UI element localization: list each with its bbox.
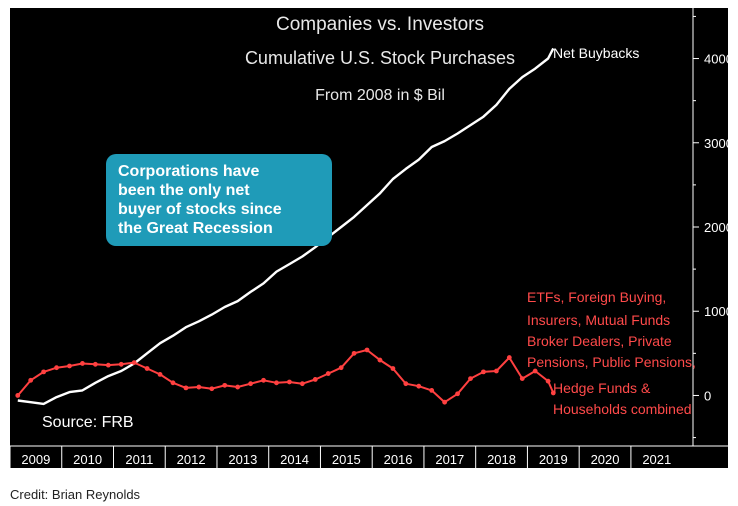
chart-frame: Companies vs. Investors Cumulative U.S. …: [10, 8, 728, 468]
series-line-investors: [17, 349, 555, 404]
x-tick-label: 2018: [487, 452, 516, 467]
series-label-investors: ETFs, Foreign Buying, Insurers, Mutual F…: [527, 289, 696, 417]
data-point: [131, 360, 137, 366]
data-point: [364, 347, 370, 353]
data-point: [209, 386, 215, 392]
data-point: [429, 388, 435, 393]
series-group: [15, 47, 556, 406]
x-tick-label: 2016: [384, 452, 413, 467]
x-tick-label: 2011: [125, 452, 153, 467]
series-label-net-buybacks: Net Buybacks: [553, 45, 639, 61]
data-point: [222, 382, 228, 388]
data-point: [325, 371, 331, 376]
investors-label-line-4: Pensions, Public Pensions,: [527, 354, 696, 370]
data-point: [299, 381, 305, 387]
chart-svg: Companies vs. Investors Cumulative U.S. …: [10, 8, 728, 468]
investors-label-line-6: Households combined: [553, 401, 692, 417]
title-line-1: Companies vs. Investors: [276, 14, 484, 35]
data-point: [80, 361, 85, 366]
data-point: [144, 366, 150, 371]
data-point: [248, 381, 254, 387]
data-point: [105, 362, 111, 368]
data-point: [338, 365, 344, 371]
series-line-net-buybacks: [17, 47, 555, 406]
data-point: [481, 369, 486, 375]
data-point: [403, 381, 409, 387]
data-point: [235, 384, 241, 390]
x-tick-label: 2019: [539, 452, 568, 467]
data-point: [532, 368, 538, 374]
data-point: [312, 377, 318, 382]
y-tick-label: 2000: [704, 220, 728, 235]
data-point: [455, 391, 460, 397]
x-tick-label: 2012: [177, 452, 206, 467]
data-point: [506, 355, 512, 360]
data-point: [377, 357, 383, 363]
chart-title: Companies vs. Investors Cumulative U.S. …: [245, 14, 515, 104]
data-point: [157, 372, 163, 377]
callout-line-4: the Great Recession: [118, 220, 273, 237]
x-tick-label: 2017: [435, 452, 464, 467]
x-axis: 2009 2010 2011 2012 2013 2014 2015 2016 2017 2018…: [10, 446, 671, 468]
data-point: [183, 385, 189, 391]
data-point: [468, 376, 473, 382]
data-point: [41, 369, 47, 375]
callout-line-2: been the only net: [118, 182, 250, 199]
data-point: [170, 380, 176, 386]
title-line-3: From 2008 in $ Bil: [315, 87, 445, 104]
title-line-2: Cumulative U.S. Stock Purchases: [245, 48, 515, 68]
data-point: [67, 363, 72, 369]
x-tick-label: 2021: [642, 452, 671, 467]
annotation-callout: Corporations have been the only net buye…: [106, 154, 332, 246]
investors-label-line-1: ETFs, Foreign Buying,: [527, 289, 666, 305]
x-tick-label: 2015: [332, 452, 361, 467]
data-point: [15, 393, 21, 398]
investors-label-line-3: Broker Dealers, Private: [527, 333, 672, 349]
data-point: [196, 384, 202, 390]
x-tick-label: 2014: [280, 452, 309, 467]
data-point: [92, 361, 98, 367]
data-point: [261, 377, 266, 383]
data-point: [390, 366, 396, 371]
data-point: [493, 368, 499, 374]
y-tick-label: 3000: [704, 136, 728, 151]
x-tick-label: 2020: [591, 452, 620, 467]
data-point: [351, 350, 357, 356]
data-point: [519, 376, 525, 382]
x-tick-label: 2009: [21, 452, 50, 467]
y-tick-label: 0: [704, 388, 711, 403]
investors-label-line-5: Hedge Funds &: [553, 380, 651, 396]
callout-line-3: buyer of stocks since: [118, 201, 282, 218]
x-tick-label: 2010: [73, 452, 102, 467]
credit-text: Credit: Brian Reynolds: [10, 487, 141, 502]
y-tick-label: 4000: [704, 52, 728, 67]
investors-label-line-2: Insurers, Mutual Funds: [527, 312, 670, 328]
data-point: [550, 390, 556, 396]
source-label: Source: FRB: [42, 414, 134, 431]
x-tick-label: 2013: [228, 452, 257, 467]
y-tick-label: 1000: [704, 304, 728, 319]
data-point: [118, 361, 124, 367]
data-point: [54, 365, 59, 371]
data-point: [442, 399, 448, 405]
callout-line-1: Corporations have: [118, 163, 260, 180]
data-point: [28, 377, 34, 383]
data-point: [287, 379, 292, 385]
data-point: [274, 380, 279, 386]
y-axis: 0 1000 2000 3000 4000: [693, 15, 728, 439]
data-point: [545, 378, 551, 384]
data-point: [416, 383, 422, 389]
